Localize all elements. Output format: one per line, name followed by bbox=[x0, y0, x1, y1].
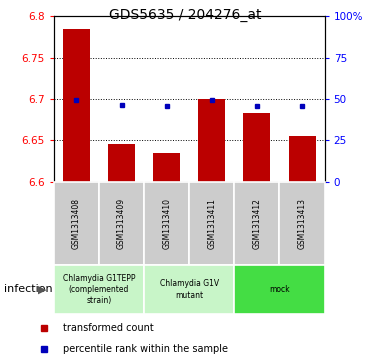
Text: GSM1313409: GSM1313409 bbox=[117, 198, 126, 249]
Text: infection: infection bbox=[4, 285, 52, 294]
Text: mock: mock bbox=[269, 285, 290, 294]
Text: GSM1313413: GSM1313413 bbox=[298, 198, 306, 249]
Text: GSM1313410: GSM1313410 bbox=[162, 198, 171, 249]
Bar bbox=[63, 29, 90, 182]
Bar bbox=[198, 99, 225, 182]
Text: GSM1313411: GSM1313411 bbox=[207, 198, 216, 249]
Text: Chlamydia G1V
mutant: Chlamydia G1V mutant bbox=[160, 280, 219, 299]
Bar bbox=[279, 182, 325, 265]
Text: ▶: ▶ bbox=[39, 285, 47, 294]
Text: transformed count: transformed count bbox=[63, 323, 154, 333]
Bar bbox=[54, 265, 144, 314]
Bar bbox=[234, 182, 279, 265]
Bar bbox=[153, 152, 180, 182]
Bar bbox=[144, 182, 189, 265]
Text: GSM1313412: GSM1313412 bbox=[252, 198, 262, 249]
Bar bbox=[234, 265, 325, 314]
Bar bbox=[289, 136, 316, 182]
Bar bbox=[243, 113, 270, 182]
Text: GSM1313408: GSM1313408 bbox=[72, 198, 81, 249]
Bar bbox=[99, 182, 144, 265]
Text: Chlamydia G1TEPP
(complemented
strain): Chlamydia G1TEPP (complemented strain) bbox=[63, 274, 135, 305]
Bar bbox=[108, 144, 135, 182]
Bar bbox=[144, 265, 234, 314]
Text: percentile rank within the sample: percentile rank within the sample bbox=[63, 344, 228, 354]
Bar bbox=[189, 182, 234, 265]
Bar bbox=[54, 182, 99, 265]
Text: GDS5635 / 204276_at: GDS5635 / 204276_at bbox=[109, 8, 262, 22]
